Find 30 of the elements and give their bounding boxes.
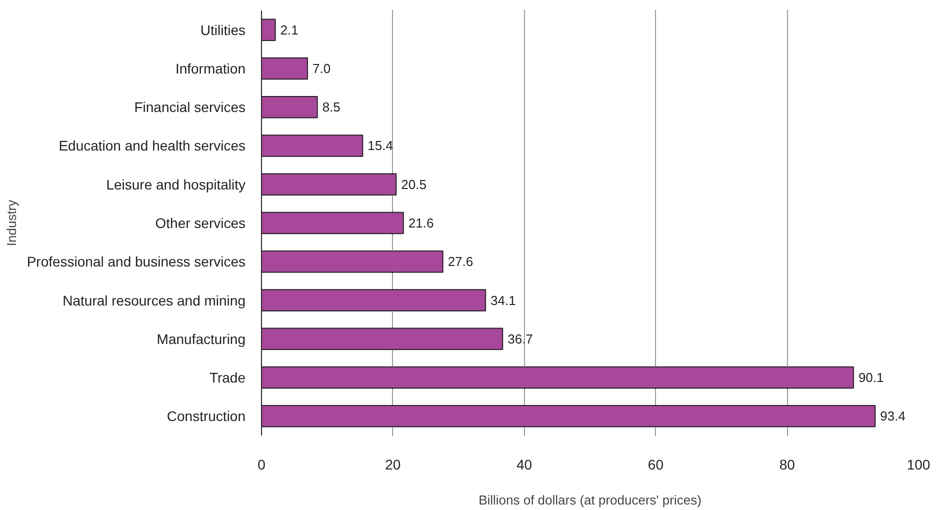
data-label: 8.5 — [322, 100, 340, 115]
x-tick-label: 80 — [779, 456, 796, 472]
x-tick-label: 40 — [516, 456, 532, 472]
y-tick-label: Professional and business services — [26, 254, 246, 270]
data-label: 7.0 — [312, 60, 331, 76]
data-label: 36.7 — [508, 331, 533, 346]
data-label: 2.1 — [280, 22, 298, 38]
y-axis-title: Industry — [4, 199, 19, 246]
x-tick-label: 0 — [258, 456, 266, 472]
x-tick-label: 20 — [385, 456, 401, 472]
x-tick-label: 100 — [906, 456, 930, 472]
data-label: 15.4 — [368, 138, 393, 154]
y-tick-label: Natural resources and mining — [62, 292, 246, 308]
data-label: 20.5 — [401, 176, 426, 192]
y-tick-label: Other services — [155, 215, 246, 231]
data-label: 93.4 — [880, 408, 906, 424]
x-tick-label: 60 — [648, 456, 664, 472]
data-label: 90.1 — [858, 370, 884, 386]
y-tick-label: Information — [175, 60, 246, 76]
y-tick-label: Leisure and hospitality — [106, 176, 246, 192]
data-label: 34.1 — [490, 292, 516, 308]
data-label: 21.6 — [408, 216, 434, 230]
y-tick-label: Education and health services — [58, 138, 246, 154]
data-label: 27.6 — [448, 254, 474, 270]
y-tick-label: Utilities — [200, 22, 246, 38]
y-tick-label: Construction — [166, 408, 246, 424]
y-tick-label: Trade — [209, 370, 246, 386]
y-tick-label: Financial services — [134, 99, 246, 116]
y-tick-label: Manufacturing — [156, 330, 246, 347]
x-axis-title: Billions of dollars (at producers' prices) — [478, 492, 702, 508]
